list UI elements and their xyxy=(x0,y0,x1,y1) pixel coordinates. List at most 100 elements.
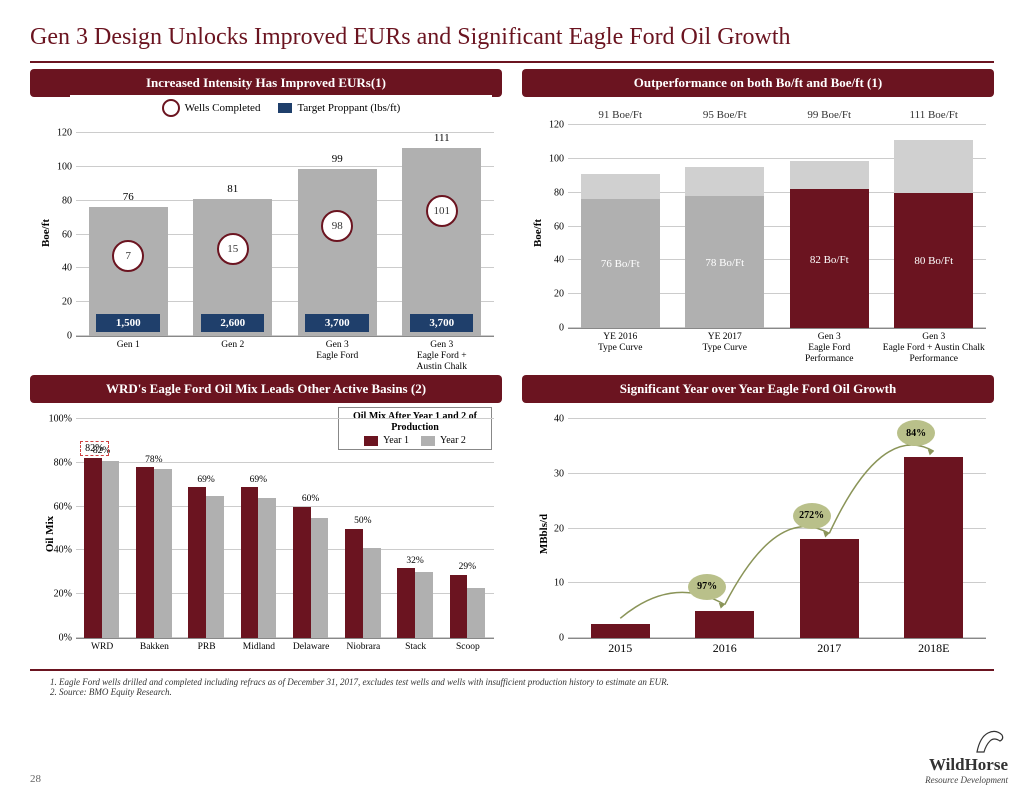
year1-bar xyxy=(450,575,468,639)
year1-label: 69% xyxy=(188,475,224,485)
year2-bar xyxy=(206,496,224,638)
wells-completed-icon xyxy=(162,99,180,117)
ytick: 60% xyxy=(40,501,72,512)
chart1-bar: 7671,500 xyxy=(89,207,168,336)
chart1-header: Increased Intensity Has Improved EURs(1) xyxy=(30,69,502,97)
chart3-header: WRD's Eagle Ford Oil Mix Leads Other Act… xyxy=(30,375,502,403)
year2-bar xyxy=(258,498,276,638)
ytick: 100% xyxy=(40,414,72,425)
bo-label: 80 Bo/Ft xyxy=(894,255,973,267)
xlabel: Scoop xyxy=(442,638,494,653)
legend-proppant: Target Proppant (lbs/ft) xyxy=(297,102,400,114)
xlabel: Gen 2 xyxy=(181,336,286,351)
ytick: 0 xyxy=(532,323,564,334)
wells-circle: 15 xyxy=(217,233,249,265)
proppant-swatch xyxy=(278,103,292,113)
year2-bar xyxy=(154,469,172,638)
bo-label: 78 Bo/Ft xyxy=(685,257,764,269)
ytick: 20 xyxy=(532,289,564,300)
ytick: 80 xyxy=(532,187,564,198)
page-title: Gen 3 Design Unlocks Improved EURs and S… xyxy=(30,24,994,51)
ytick: 20 xyxy=(532,523,564,534)
xlabel: Gen 3Eagle Ford +Austin Chalk xyxy=(390,336,495,373)
proppant-label: 1,500 xyxy=(96,314,160,332)
ytick: 0 xyxy=(532,633,564,644)
wells-circle: 7 xyxy=(112,240,144,272)
chart4-plot: 0102030402015201620172018E97%272%84% xyxy=(568,419,986,639)
bar-value: 111 xyxy=(434,132,450,144)
xlabel: Gen 3Eagle Ford + Austin ChalkPerformanc… xyxy=(882,328,987,365)
year1-label: 29% xyxy=(450,562,486,572)
chart1-bar: 1111013,700 xyxy=(402,148,481,336)
year2-bar xyxy=(311,518,329,638)
brand-logo: WildHorse Resource Development xyxy=(925,727,1008,785)
xlabel: 2016 xyxy=(673,638,778,656)
growth-arcs xyxy=(568,419,986,638)
year1-bar xyxy=(397,568,415,638)
year1-bar xyxy=(84,458,102,638)
ytick: 100 xyxy=(532,153,564,164)
year1-bar xyxy=(345,529,363,639)
ytick: 30 xyxy=(532,468,564,479)
ytick: 60 xyxy=(532,221,564,232)
chart2-bar-group: 78 Bo/Ft95 Boe/Ft xyxy=(685,125,764,328)
wells-circle: 98 xyxy=(321,210,353,242)
ytick: 80 xyxy=(40,195,72,206)
boe-label: 95 Boe/Ft xyxy=(703,109,747,163)
boe-segment xyxy=(790,161,869,190)
bo-label: 82 Bo/Ft xyxy=(790,254,869,266)
ytick: 40% xyxy=(40,545,72,556)
boe-segment xyxy=(685,167,764,196)
boe-segment xyxy=(894,140,973,192)
year2-bar xyxy=(467,588,485,638)
chart2-header: Outperformance on both Bo/ft and Boe/ft … xyxy=(522,69,994,97)
year1-bar xyxy=(136,467,154,638)
ytick: 80% xyxy=(40,457,72,468)
xlabel: WRD xyxy=(76,638,128,653)
xlabel: Niobrara xyxy=(337,638,389,653)
chart1-panel: Increased Intensity Has Improved EURs(1)… xyxy=(30,69,502,369)
bar-value: 76 xyxy=(123,191,134,203)
chart4-ylabel: MBbls/d xyxy=(538,514,550,554)
chart1-bar: 81152,600 xyxy=(193,199,272,336)
year1-label: 69% xyxy=(241,475,277,485)
ytick: 0% xyxy=(40,633,72,644)
year1-label: 32% xyxy=(397,556,433,566)
brand-sub: Resource Development xyxy=(925,775,1008,785)
xlabel: YE 2016Type Curve xyxy=(568,328,673,354)
bo-label: 76 Bo/Ft xyxy=(581,258,660,270)
ytick: 100 xyxy=(40,161,72,172)
chart2-bar-group: 76 Bo/Ft91 Boe/Ft xyxy=(581,125,660,328)
brand-name: WildHorse xyxy=(925,755,1008,775)
ytick: 120 xyxy=(532,120,564,131)
xlabel: Midland xyxy=(233,638,285,653)
year1-label: 60% xyxy=(293,494,329,504)
year2-bar xyxy=(415,572,433,638)
page-number: 28 xyxy=(30,773,41,785)
xlabel: Delaware xyxy=(285,638,337,653)
growth-bubble: 272% xyxy=(793,503,831,529)
proppant-label: 2,600 xyxy=(201,314,265,332)
chart4-header: Significant Year over Year Eagle Ford Oi… xyxy=(522,375,994,403)
xlabel: 2018E xyxy=(882,638,987,656)
ytick: 20 xyxy=(40,297,72,308)
bar-value: 99 xyxy=(332,153,343,165)
legend-wells: Wells Completed xyxy=(185,102,261,114)
year2-bar xyxy=(363,548,381,638)
xlabel: YE 2017Type Curve xyxy=(673,328,778,354)
footnote-2: 2. Source: BMO Equity Research. xyxy=(50,687,994,697)
ytick: 120 xyxy=(40,128,72,139)
year2-bar xyxy=(102,461,120,638)
chart2-plot: 02040608010012076 Bo/Ft91 Boe/FtYE 2016T… xyxy=(568,125,986,329)
chart3-panel: WRD's Eagle Ford Oil Mix Leads Other Act… xyxy=(30,375,502,665)
ytick: 40 xyxy=(40,263,72,274)
ytick: 0 xyxy=(40,331,72,342)
title-rule xyxy=(30,61,994,63)
chart2-bar-group: 80 Bo/Ft111 Boe/Ft xyxy=(894,125,973,328)
xlabel: Gen 3Eagle FordPerformance xyxy=(777,328,882,365)
footer-rule xyxy=(30,669,994,671)
year1-bar xyxy=(293,507,311,638)
chart1-plot: 0204060801001207671,500Gen 181152,600Gen… xyxy=(76,133,494,337)
bar-value: 81 xyxy=(227,183,238,195)
ytick: 10 xyxy=(532,578,564,589)
